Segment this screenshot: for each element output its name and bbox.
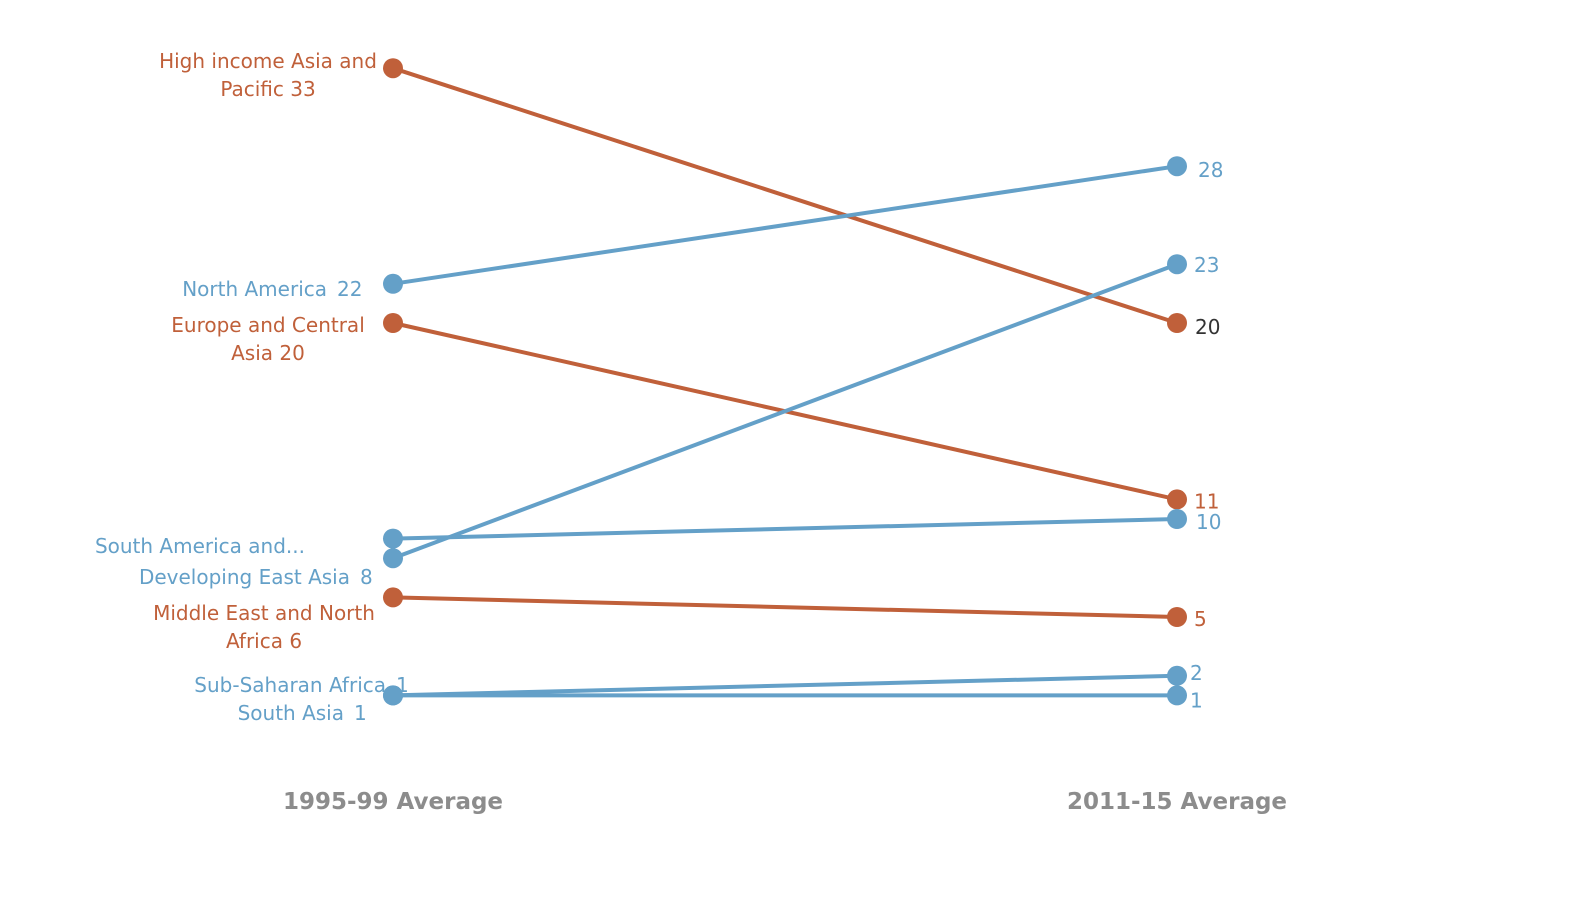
right-value-developing-east-asia: 23: [1194, 253, 1219, 277]
point-north-america-end: [1167, 156, 1187, 177]
left-label-middle-east-and-north-africa: Middle East and North Africa 6: [153, 601, 375, 653]
point-sub-saharan-africa-end: [1167, 665, 1187, 686]
right-value-europe-and-central-asia: 11: [1194, 489, 1219, 513]
series-line-sub-saharan-africa: [392, 673, 1178, 698]
x-axis-label-left: 1995-99 Average: [283, 789, 503, 815]
point-south-asia-start: [383, 685, 403, 706]
point-high-income-asia-and-pacific-end: [1167, 313, 1187, 333]
point-europe-and-central-asia-start: [383, 313, 403, 333]
right-value-south-asia: 1: [1190, 688, 1203, 712]
right-value-high-income-asia-and-pacific: 20: [1195, 315, 1220, 339]
right-value-middle-east-and-north-africa: 5: [1194, 607, 1207, 631]
right-value-sub-saharan-africa: 2: [1190, 661, 1203, 685]
right-value-south-america-and: 10: [1196, 510, 1221, 534]
left-label-developing-east-asia: Developing East Asia: [139, 565, 350, 589]
left-label-sub-saharan-africa: Sub-Saharan Africa: [194, 673, 386, 697]
series-points: [383, 58, 1187, 706]
left-label-south-asia: South Asia: [238, 701, 344, 725]
series-line-developing-east-asia: [392, 262, 1178, 561]
right-value-north-america: 28: [1198, 158, 1223, 182]
point-europe-and-central-asia-end: [1167, 489, 1187, 510]
point-developing-east-asia-end: [1167, 254, 1187, 275]
point-high-income-asia-and-pacific-start: [383, 58, 403, 79]
point-middle-east-and-north-africa-end: [1167, 607, 1187, 627]
left-value-developing-east-asia: 8: [360, 565, 373, 589]
series-line-high-income-asia-and-pacific: [392, 66, 1178, 325]
point-south-asia-end: [1167, 685, 1187, 706]
point-south-america-and-end: [1167, 509, 1187, 529]
left-value-north-america: 22: [337, 277, 362, 301]
point-north-america-start: [383, 273, 403, 294]
series-line-north-america: [392, 164, 1178, 286]
left-label-south-america-and: South America and...: [95, 534, 305, 558]
left-label-europe-and-central-asia: Europe and Central Asia 20: [171, 313, 365, 365]
left-value-sub-saharan-africa: 1: [396, 673, 409, 697]
point-developing-east-asia-start: [383, 548, 403, 569]
point-south-america-and-start: [383, 528, 403, 549]
x-axis-label-right: 2011-15 Average: [1067, 789, 1287, 815]
left-value-south-asia: 1: [354, 701, 367, 725]
series-line-middle-east-and-north-africa: [392, 595, 1178, 619]
series-line-south-america-and: [392, 517, 1178, 541]
series-labels: High income Asia and Pacific 33 20 North Am…: [95, 49, 1224, 725]
series-lines: [392, 66, 1178, 698]
left-label-north-america: North America: [182, 277, 327, 301]
left-label-high-income-asia-and-pacific: High income Asia and Pacific 33: [159, 49, 377, 101]
point-middle-east-and-north-africa-start: [383, 587, 403, 608]
